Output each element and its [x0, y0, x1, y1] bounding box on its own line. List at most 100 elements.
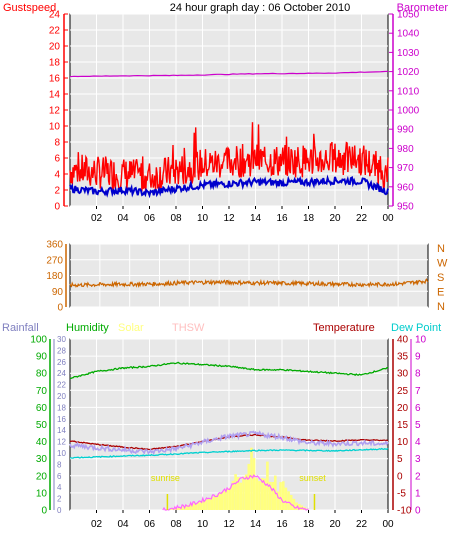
panel-1-series — [69, 70, 389, 199]
rain-rate-tick-label: 3 — [415, 454, 421, 465]
rain-tick-label: 8 — [57, 460, 62, 469]
solar-bar — [295, 502, 298, 510]
humidity-tick-label: 90 — [36, 352, 48, 363]
compass-label: S — [437, 272, 444, 284]
solar-bar — [178, 507, 182, 510]
temperature-tick-label: 20 — [397, 403, 409, 414]
rain-tick-label: 26 — [57, 358, 66, 367]
uv-line — [162, 474, 309, 511]
solar-bar — [279, 482, 282, 510]
x-tick-label: 06 — [144, 519, 156, 530]
solar-bar — [183, 505, 187, 510]
solar-bar — [260, 478, 264, 510]
solar-bar — [181, 506, 184, 510]
x-tick-label: 08 — [170, 213, 182, 224]
x-tick-label: 12 — [223, 519, 235, 530]
legend-item: Dew Point — [391, 322, 441, 334]
humidity-tick-label: 20 — [36, 471, 48, 482]
rain-rate-tick-label: 10 — [415, 335, 427, 346]
humidity-tick-label: 10 — [36, 488, 48, 499]
humidity-tick-label: 80 — [36, 369, 48, 380]
compass-label: N — [437, 243, 445, 255]
rain-tick-label: 10 — [57, 449, 66, 458]
sun-annotation: sunset — [299, 473, 326, 483]
temperature-tick-label: 30 — [397, 369, 409, 380]
x-tick-label: 22 — [356, 213, 368, 224]
solar-bar — [189, 504, 192, 510]
solar-bar — [234, 474, 237, 510]
solar-bar — [170, 508, 174, 510]
rain-tick-label: 16 — [57, 415, 66, 424]
solar-bar — [284, 487, 288, 510]
left-tick-label: 4 — [54, 170, 60, 181]
x-tick-label: 16 — [276, 519, 288, 530]
right-tick-label: 960 — [397, 182, 414, 193]
solar-bar — [282, 481, 285, 510]
solar-bar — [268, 481, 272, 510]
solar-bar — [197, 502, 200, 510]
left-tick-label: 24 — [49, 10, 61, 21]
solar-bar — [176, 508, 179, 510]
left-tick-label: 8 — [54, 138, 60, 149]
solar-bar — [289, 495, 293, 510]
temperature-tick-label: 35 — [397, 352, 409, 363]
panel-3-annotations: sunrise sunset — [151, 473, 326, 510]
compass-label: N — [437, 301, 445, 313]
solar-bar — [266, 461, 269, 510]
humidity-tick-label: 100 — [30, 335, 47, 346]
left-tick-label: 16 — [49, 74, 61, 85]
rain-tick-label: 4 — [57, 483, 62, 492]
x-tick-label: 22 — [356, 519, 368, 530]
panel-1-x-axis: 02 04 06 08 10 12 14 16 18 20 22 00 — [91, 206, 394, 224]
left-tick-label: 22 — [49, 26, 61, 37]
rain-tick-label: 18 — [57, 403, 66, 412]
series-line — [69, 70, 389, 78]
right-tick-label: 990 — [397, 125, 414, 136]
humidity-tick-label: 40 — [36, 437, 48, 448]
rain-rate-tick-label: 7 — [415, 386, 421, 397]
series-thsw — [69, 430, 389, 456]
wind-direction-line — [69, 278, 429, 289]
panel-2-series — [69, 278, 429, 289]
temperature-tick-label: 0 — [397, 471, 403, 482]
right-tick-label: 1050 — [397, 10, 420, 21]
rain-tick-label: 6 — [57, 472, 62, 481]
right-tick-label: 1030 — [397, 48, 420, 59]
x-tick-label: 08 — [170, 519, 182, 530]
x-tick-label: 10 — [197, 213, 209, 224]
solar-bar — [250, 447, 253, 510]
solar-bar — [226, 489, 229, 510]
solar-bar — [247, 463, 251, 510]
left-tick-label: 360 — [46, 240, 63, 251]
solar-bar — [223, 490, 227, 510]
panel-3-axes: 0102030405060708090100024681012141618202… — [30, 335, 426, 517]
solar-bar — [231, 480, 235, 510]
x-tick-label: 18 — [303, 519, 315, 530]
rain-tick-label: 22 — [57, 381, 66, 390]
panel-3-x-axis: 02 04 06 08 10 12 14 16 18 20 22 00 — [91, 510, 394, 530]
temperature-tick-label: 40 — [397, 335, 409, 346]
panel-3-grid — [70, 338, 388, 511]
rain-tick-label: 14 — [57, 426, 66, 435]
series-humidity — [70, 361, 389, 380]
legend: Rainfall Humidity Solar THSW Temperature Dew … — [2, 322, 441, 334]
rain-rate-tick-label: 4 — [415, 437, 421, 448]
right-tick-label: 950 — [397, 202, 414, 213]
left-tick-label: 0 — [54, 202, 60, 213]
right-tick-label: 980 — [397, 144, 414, 155]
rain-tick-label: 28 — [57, 346, 66, 355]
solar-bar — [229, 487, 232, 510]
series-line — [69, 174, 389, 199]
solar-bar — [207, 498, 211, 510]
solar-bar — [252, 458, 256, 510]
humidity-tick-label: 70 — [36, 386, 48, 397]
left-tick-label: 6 — [54, 154, 60, 165]
right-tick-label: 1010 — [397, 86, 420, 97]
left-tick-label: 14 — [49, 90, 61, 101]
legend-item: Solar — [118, 322, 144, 334]
x-tick-label: 20 — [329, 213, 341, 224]
solar-bar — [236, 477, 240, 510]
solar-bar — [258, 481, 261, 510]
